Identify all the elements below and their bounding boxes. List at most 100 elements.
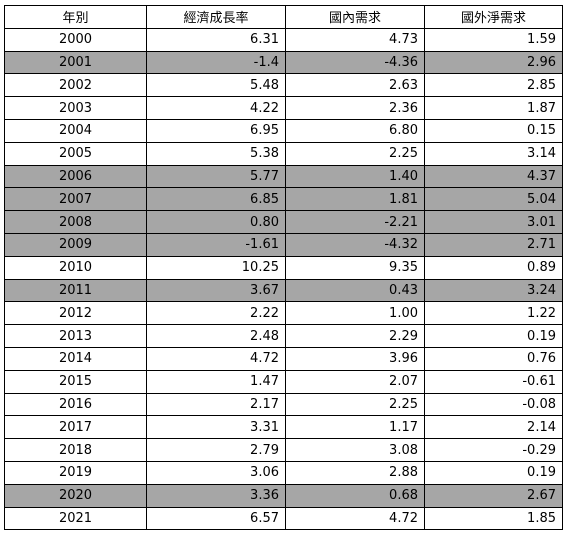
table-row: 2013 2.48 2.29 0.19: [4, 324, 563, 348]
year-cell: 2008: [4, 210, 147, 234]
value-cell: 1.81: [285, 187, 425, 212]
table-row: 2008 0.80 -2.21 3.01: [4, 210, 563, 234]
table-row: 2007 6.85 1.81 5.04: [4, 187, 563, 212]
value-cell: 3.67: [146, 278, 286, 303]
year-cell: 2018: [4, 438, 147, 462]
year-cell: 2007: [4, 187, 147, 212]
table-row: 2004 6.95 6.80 0.15: [4, 118, 563, 143]
value-cell: 5.77: [146, 164, 286, 189]
value-cell: 2.17: [146, 392, 286, 417]
value-cell: 4.37: [424, 164, 563, 189]
value-cell: 3.01: [424, 210, 563, 234]
year-cell: 2012: [4, 301, 147, 326]
header-cell: 年別: [4, 5, 147, 29]
value-cell: 2.14: [424, 415, 563, 440]
year-cell: 2000: [4, 27, 147, 52]
year-cell: 2017: [4, 415, 147, 440]
value-cell: 0.80: [146, 210, 286, 234]
year-cell: 2011: [4, 278, 147, 303]
value-cell: 1.40: [285, 164, 425, 189]
value-cell: 2.29: [285, 324, 425, 348]
value-cell: -0.29: [424, 438, 563, 462]
value-cell: 3.96: [285, 346, 425, 371]
value-cell: 3.08: [285, 438, 425, 462]
value-cell: 2.85: [424, 73, 563, 98]
value-cell: 0.43: [285, 278, 425, 303]
year-cell: 2020: [4, 483, 147, 508]
table-row: 2005 5.38 2.25 3.14: [4, 141, 563, 166]
value-cell: 4.73: [285, 27, 425, 52]
value-cell: 2.67: [424, 483, 563, 508]
table-body: 2000 6.31 4.73 1.59 2001 -1.4 -4.36 2.96 2002 5.4…: [4, 27, 563, 531]
value-cell: -2.21: [285, 210, 425, 234]
value-cell: 9.35: [285, 255, 425, 280]
value-cell: 3.36: [146, 483, 286, 508]
value-cell: -1.4: [146, 50, 286, 75]
value-cell: 6.80: [285, 118, 425, 143]
header-cell: 經濟成長率: [146, 5, 286, 29]
year-cell: 2003: [4, 96, 147, 120]
header-cell: 國外淨需求: [424, 5, 563, 29]
value-cell: 6.57: [146, 506, 286, 531]
year-cell: 2010: [4, 255, 147, 280]
value-cell: 6.95: [146, 118, 286, 143]
value-cell: -0.61: [424, 369, 563, 394]
value-cell: 3.24: [424, 278, 563, 303]
value-cell: 3.14: [424, 141, 563, 166]
year-cell: 2019: [4, 460, 147, 485]
year-cell: 2021: [4, 506, 147, 531]
header-cell: 國內需求: [285, 5, 425, 29]
table-row: 2000 6.31 4.73 1.59: [4, 27, 563, 52]
year-cell: 2001: [4, 50, 147, 75]
value-cell: 10.25: [146, 255, 286, 280]
table-row: 2009 -1.61 -4.32 2.71: [4, 232, 563, 257]
value-cell: 2.25: [285, 141, 425, 166]
value-cell: 1.87: [424, 96, 563, 120]
header-row: 年別 經濟成長率 國內需求 國外淨需求: [4, 5, 563, 29]
value-cell: 2.36: [285, 96, 425, 120]
table-row: 2014 4.72 3.96 0.76: [4, 346, 563, 371]
value-cell: 5.04: [424, 187, 563, 212]
value-cell: 0.19: [424, 460, 563, 485]
year-cell: 2006: [4, 164, 147, 189]
table-row: 2018 2.79 3.08 -0.29: [4, 438, 563, 462]
table-row: 2001 -1.4 -4.36 2.96: [4, 50, 563, 75]
year-cell: 2009: [4, 232, 147, 257]
value-cell: 4.72: [285, 506, 425, 531]
year-cell: 2016: [4, 392, 147, 417]
value-cell: 0.19: [424, 324, 563, 348]
value-cell: 2.71: [424, 232, 563, 257]
year-cell: 2004: [4, 118, 147, 143]
value-cell: 1.00: [285, 301, 425, 326]
value-cell: 1.59: [424, 27, 563, 52]
table-row: 2002 5.48 2.63 2.85: [4, 73, 563, 98]
year-cell: 2005: [4, 141, 147, 166]
year-cell: 2013: [4, 324, 147, 348]
value-cell: 0.89: [424, 255, 563, 280]
table-header: 年別 經濟成長率 國內需求 國外淨需求: [4, 5, 563, 29]
year-cell: 2002: [4, 73, 147, 98]
table-row: 2010 10.25 9.35 0.89: [4, 255, 563, 280]
value-cell: 1.47: [146, 369, 286, 394]
value-cell: 6.85: [146, 187, 286, 212]
table-row: 2021 6.57 4.72 1.85: [4, 506, 563, 531]
value-cell: 2.88: [285, 460, 425, 485]
value-cell: 6.31: [146, 27, 286, 52]
value-cell: 0.15: [424, 118, 563, 143]
value-cell: 0.76: [424, 346, 563, 371]
value-cell: 2.48: [146, 324, 286, 348]
value-cell: 0.68: [285, 483, 425, 508]
value-cell: 1.22: [424, 301, 563, 326]
table-row: 2016 2.17 2.25 -0.08: [4, 392, 563, 417]
value-cell: 1.85: [424, 506, 563, 531]
value-cell: 2.07: [285, 369, 425, 394]
value-cell: 5.48: [146, 73, 286, 98]
value-cell: 2.96: [424, 50, 563, 75]
table-row: 2017 3.31 1.17 2.14: [4, 415, 563, 440]
value-cell: 2.79: [146, 438, 286, 462]
value-cell: 3.06: [146, 460, 286, 485]
value-cell: 4.72: [146, 346, 286, 371]
year-cell: 2014: [4, 346, 147, 371]
value-cell: 2.25: [285, 392, 425, 417]
